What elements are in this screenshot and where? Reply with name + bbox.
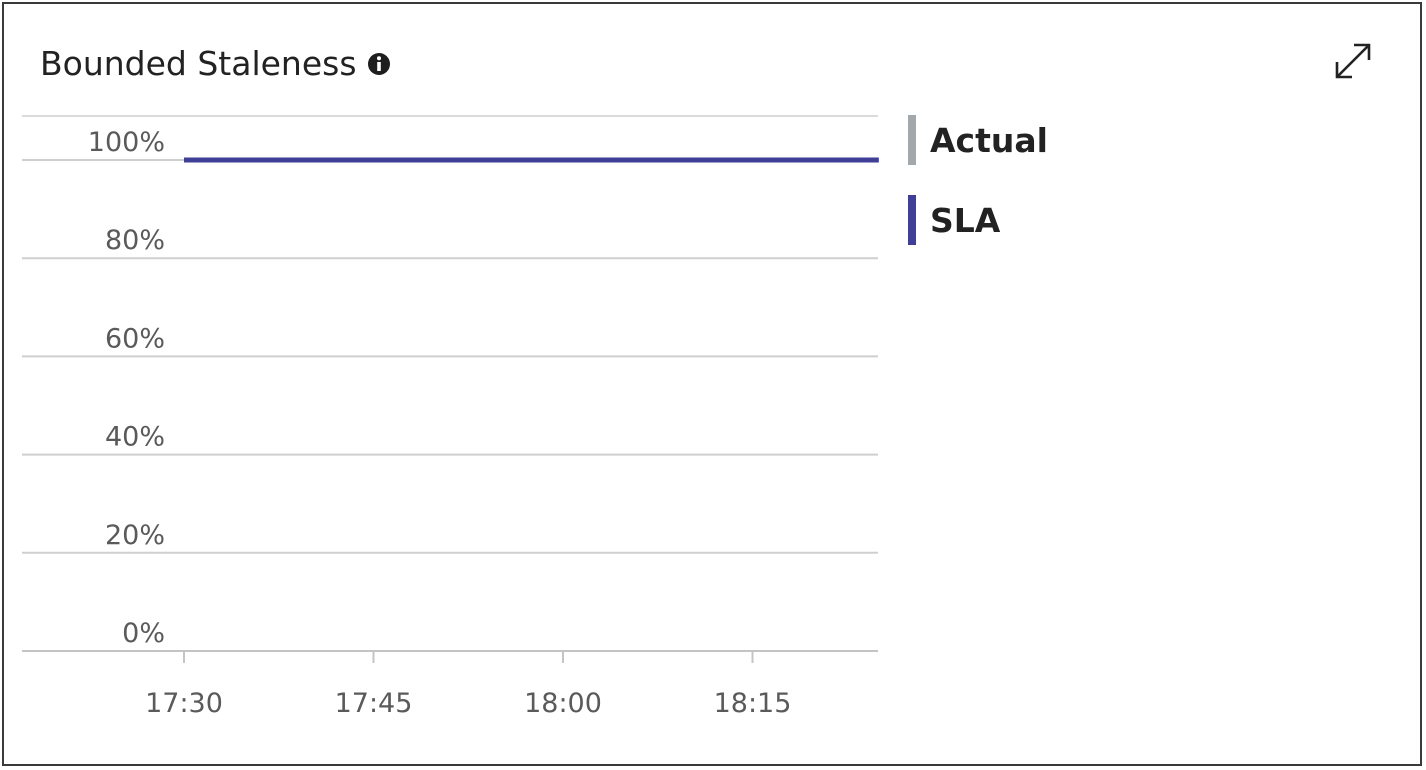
legend-item-actual[interactable]: Actual [908,114,1048,166]
info-icon[interactable] [367,52,391,76]
x-tick-label: 18:15 [714,688,792,719]
x-tick-label: 17:45 [335,688,413,719]
legend-swatch [908,115,916,165]
title-row: Bounded Staleness [40,44,391,83]
y-tick-label: 100% [88,127,165,158]
y-axis-labels: 0% 20% 40% 60% 80% 100% [88,127,165,649]
legend-label: Actual [930,120,1048,160]
y-tick-label: 40% [105,422,165,453]
y-tick-label: 60% [105,323,165,354]
expand-icon[interactable] [1332,40,1374,82]
x-tick-label: 17:30 [145,688,223,719]
y-tick-label: 20% [105,520,165,551]
legend-label: SLA [930,200,1001,240]
legend: Actual SLA [908,114,1048,274]
grid-lines [22,115,878,652]
x-tick-label: 18:00 [524,688,602,719]
y-tick-label: 0% [122,618,165,649]
legend-swatch [908,195,916,245]
legend-item-sla[interactable]: SLA [908,194,1048,246]
x-axis-labels: 17:30 17:45 18:00 18:15 [145,651,791,719]
chart-title: Bounded Staleness [40,44,357,83]
y-tick-label: 80% [105,225,165,256]
